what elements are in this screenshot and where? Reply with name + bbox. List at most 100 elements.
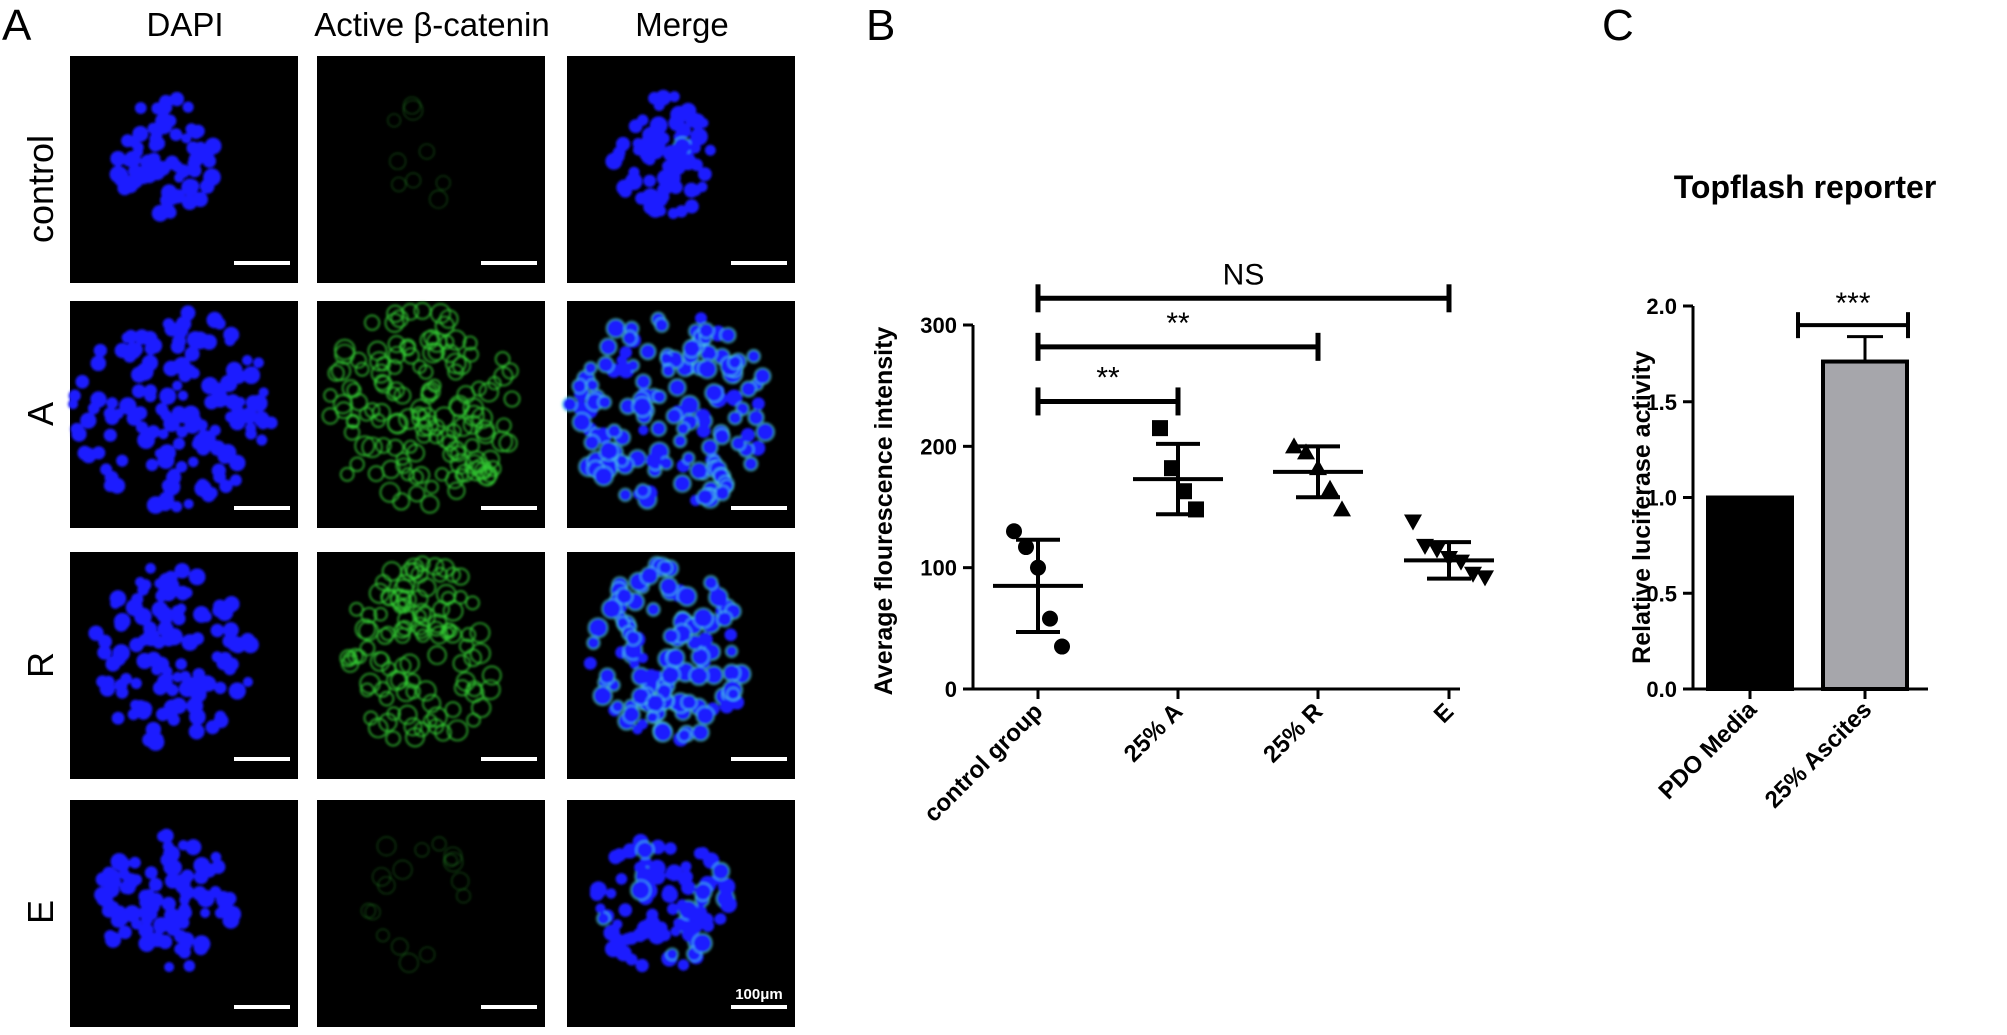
nucleus xyxy=(163,571,178,586)
nucleus xyxy=(647,712,658,723)
scale-bar xyxy=(234,1005,290,1009)
membrane-signal xyxy=(396,598,412,614)
nucleus xyxy=(151,204,169,222)
nucleus xyxy=(193,435,205,447)
membrane-signal xyxy=(481,466,499,483)
nucleus xyxy=(127,172,144,189)
membrane-signal xyxy=(400,467,415,482)
membrane-signal xyxy=(414,418,433,437)
membrane-signal xyxy=(676,586,698,607)
membrane-signal xyxy=(501,362,519,380)
membrane-signal xyxy=(753,367,772,385)
membrane-signal xyxy=(755,422,776,442)
membrane-signal xyxy=(448,395,470,417)
nucleus xyxy=(250,394,268,412)
membrane-signal xyxy=(390,671,409,690)
nucleus xyxy=(573,379,586,393)
nucleus xyxy=(164,206,177,219)
scale-bar xyxy=(481,261,537,265)
membrane-signal xyxy=(401,303,420,321)
micrograph-control-catenin xyxy=(317,56,545,283)
nucleus xyxy=(114,617,129,632)
row-label-a: A xyxy=(20,402,61,426)
nucleus xyxy=(638,425,649,436)
x-category-label: 25% R xyxy=(1258,698,1328,768)
membrane-signal xyxy=(427,378,442,393)
nucleus xyxy=(697,181,708,193)
nucleus xyxy=(129,637,144,653)
nucleus xyxy=(726,646,737,657)
nucleus xyxy=(201,863,217,878)
nucleus xyxy=(185,413,203,431)
nucleus xyxy=(648,91,661,105)
membrane-signal xyxy=(639,566,660,586)
nucleus xyxy=(188,568,206,586)
membrane-signal xyxy=(379,482,401,503)
nucleus xyxy=(134,576,146,588)
micrograph-a-catenin xyxy=(317,301,545,528)
nucleus xyxy=(200,675,217,692)
nucleus xyxy=(702,440,717,455)
membrane-signal xyxy=(387,113,401,128)
nucleus xyxy=(647,695,664,712)
nucleus xyxy=(698,632,713,647)
nucleus xyxy=(719,894,733,908)
nucleus xyxy=(222,896,235,908)
nucleus xyxy=(666,903,679,916)
nucleus xyxy=(75,374,90,389)
nucleus xyxy=(718,612,732,626)
membrane-signal xyxy=(391,938,409,956)
membrane-signal xyxy=(377,876,396,895)
nucleus xyxy=(697,707,714,724)
nucleus xyxy=(705,666,723,684)
scale-bar xyxy=(481,757,537,761)
nucleus xyxy=(124,329,138,344)
nucleus xyxy=(750,440,766,456)
nucleus xyxy=(200,149,213,161)
nucleus xyxy=(173,608,185,620)
membrane-signal xyxy=(480,450,500,470)
nucleus xyxy=(732,437,745,450)
nucleus xyxy=(696,846,710,860)
nucleus xyxy=(167,468,181,481)
membrane-signal xyxy=(378,712,398,732)
cell-cluster xyxy=(605,89,716,219)
nucleus xyxy=(104,929,117,942)
membrane-signal xyxy=(482,665,502,686)
membrane-signal xyxy=(380,626,396,641)
nucleus xyxy=(637,652,649,664)
membrane-signal xyxy=(654,317,670,333)
nucleus xyxy=(265,416,278,430)
membrane-signal xyxy=(456,385,476,404)
membrane-signal xyxy=(621,330,638,346)
membrane-signal xyxy=(399,653,420,674)
membrane-signal xyxy=(349,602,364,617)
nucleus xyxy=(172,437,186,450)
nucleus xyxy=(204,394,219,410)
nucleus xyxy=(164,705,178,719)
nucleus xyxy=(697,489,713,505)
nucleus xyxy=(117,180,132,196)
membrane-signal xyxy=(361,436,383,458)
nucleus xyxy=(68,389,81,402)
membrane-signal xyxy=(676,421,691,436)
nucleus xyxy=(235,396,246,407)
nucleus xyxy=(169,91,185,107)
membrane-signal xyxy=(422,342,444,364)
nucleus xyxy=(704,144,716,156)
membrane-signal xyxy=(445,566,461,583)
membrane-signal xyxy=(354,435,376,457)
nucleus xyxy=(725,389,743,407)
membrane-signal xyxy=(639,343,657,361)
nucleus xyxy=(200,610,212,623)
membrane-signal xyxy=(415,628,430,643)
nucleus xyxy=(665,869,676,880)
membrane-signal xyxy=(625,629,642,646)
nucleus xyxy=(605,888,617,899)
membrane-signal xyxy=(480,679,501,700)
membrane-signal xyxy=(330,360,352,381)
nucleus xyxy=(726,604,741,619)
nucleus xyxy=(144,866,158,880)
nucleus xyxy=(172,671,183,683)
nucleus xyxy=(600,442,618,460)
